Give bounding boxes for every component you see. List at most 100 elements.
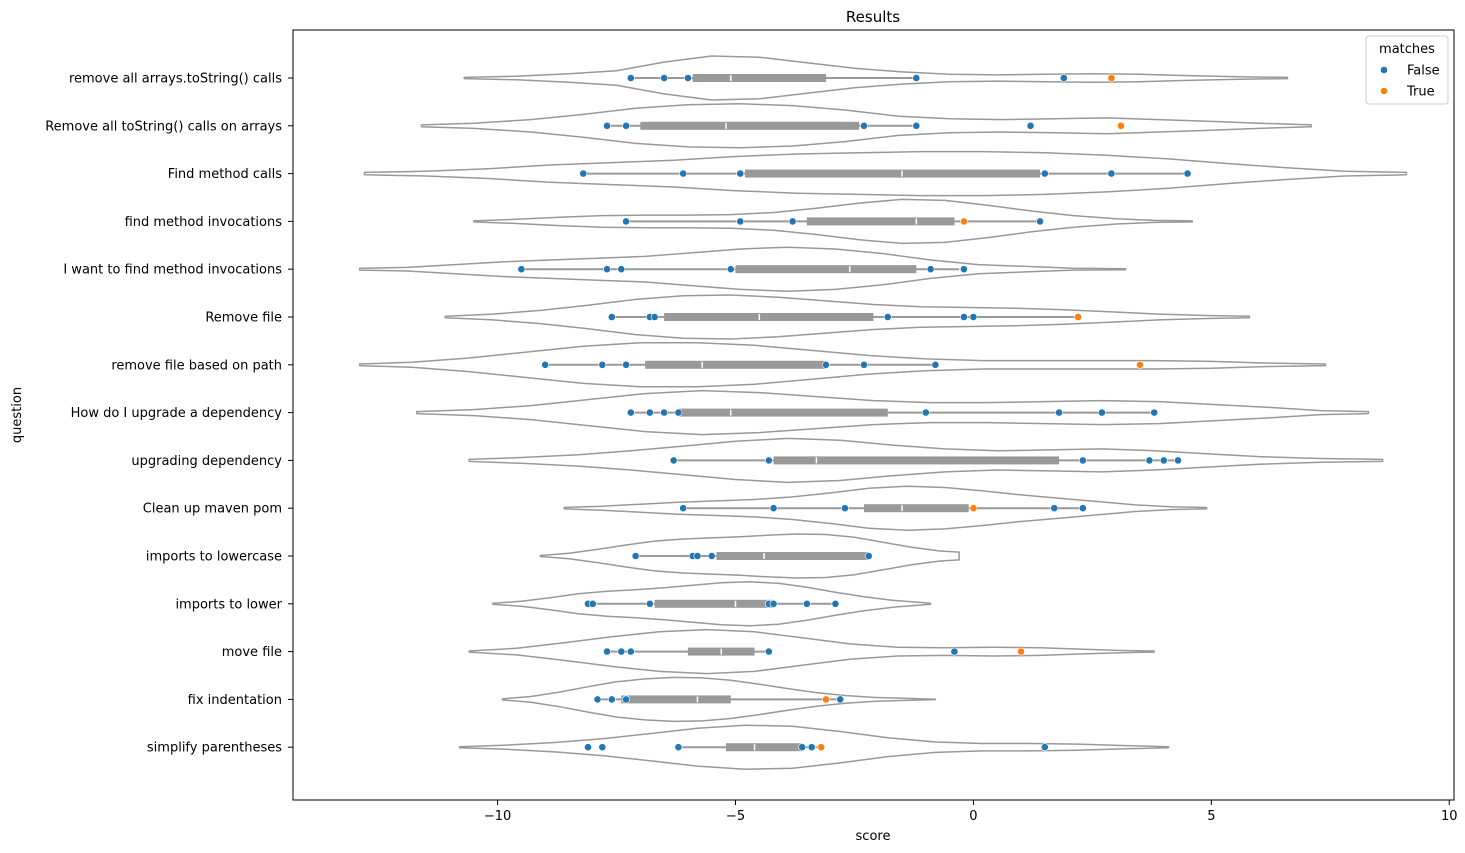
data-point xyxy=(726,265,735,274)
data-point xyxy=(603,265,611,274)
data-point xyxy=(1145,456,1154,465)
data-point xyxy=(864,552,873,560)
violin xyxy=(468,437,1384,484)
x-tick-label: 10 xyxy=(1441,809,1458,824)
data-point xyxy=(617,265,626,274)
data-point xyxy=(1074,313,1083,321)
data-point xyxy=(969,504,978,513)
x-axis: −10 −5 0 5 10 xyxy=(484,800,1458,824)
y-tick-label: imports to lowercase xyxy=(146,550,282,565)
chart-title: Results xyxy=(846,8,900,26)
data-point xyxy=(1136,360,1144,369)
data-point xyxy=(684,74,692,82)
violin xyxy=(463,55,1289,101)
data-point xyxy=(674,743,683,752)
iqr-box xyxy=(664,313,874,321)
data-point xyxy=(1059,74,1068,82)
data-point xyxy=(679,504,688,513)
data-point xyxy=(660,74,669,82)
data-point xyxy=(607,313,616,321)
data-point xyxy=(1040,169,1049,178)
data-point xyxy=(1040,743,1049,752)
data-point xyxy=(822,695,830,704)
data-point xyxy=(1078,456,1087,465)
legend-title: matches xyxy=(1379,42,1435,57)
iqr-box xyxy=(692,74,826,82)
data-point xyxy=(921,408,930,417)
x-tick-label: 0 xyxy=(969,809,977,824)
data-point xyxy=(622,360,630,369)
data-point xyxy=(598,743,607,752)
iqr-box xyxy=(654,599,774,608)
data-point xyxy=(650,313,659,321)
data-point xyxy=(603,647,611,656)
legend-marker xyxy=(1380,87,1388,95)
data-point xyxy=(622,695,630,704)
x-axis-label: score xyxy=(856,829,891,844)
violin xyxy=(363,150,1408,197)
data-point xyxy=(584,743,592,752)
data-point xyxy=(1078,504,1087,513)
violin xyxy=(358,246,1127,292)
y-tick-label: Clean up maven pom xyxy=(143,502,282,517)
data-point xyxy=(579,169,588,178)
iqr-box xyxy=(725,743,803,752)
data-point xyxy=(807,743,816,752)
data-point xyxy=(769,504,778,513)
data-point xyxy=(1150,408,1159,417)
y-tick-label: move file xyxy=(222,645,282,660)
iqr-box xyxy=(640,121,860,130)
data-point xyxy=(950,647,959,656)
y-tick-label: I want to find method invocations xyxy=(63,263,282,278)
violin xyxy=(420,103,1313,149)
y-tick-label: How do I upgrade a dependency xyxy=(71,406,283,421)
data-point xyxy=(912,121,921,130)
violin xyxy=(563,485,1208,531)
data-point xyxy=(1107,169,1116,178)
iqr-box xyxy=(678,408,888,417)
y-tick-label: fix indentation xyxy=(188,693,282,708)
violin xyxy=(458,724,1170,770)
y-tick-label: remove all arrays.toString() calls xyxy=(69,72,282,87)
data-point xyxy=(817,743,826,752)
iqr-box xyxy=(735,265,917,274)
y-tick-label: Remove file xyxy=(205,311,282,326)
violin-layer xyxy=(358,55,1408,770)
data-point xyxy=(1097,408,1106,417)
y-tick-label: Remove all toString() calls on arrays xyxy=(45,119,282,134)
data-point xyxy=(764,647,773,656)
data-point xyxy=(960,217,968,226)
x-tick-label: −10 xyxy=(484,809,511,824)
data-point xyxy=(679,169,688,178)
data-point xyxy=(517,265,526,274)
y-tick-label: find method invocations xyxy=(125,215,283,230)
iqr-box xyxy=(745,169,1041,178)
data-point xyxy=(1026,121,1035,130)
y-tick-label: remove file based on path xyxy=(111,358,282,373)
data-point xyxy=(836,695,845,704)
data-point xyxy=(617,647,626,656)
violin xyxy=(539,533,960,579)
violin xyxy=(444,294,1251,340)
data-point xyxy=(860,360,868,369)
data-point xyxy=(1036,217,1044,226)
data-point xyxy=(645,599,654,608)
data-point xyxy=(1055,408,1063,417)
violin xyxy=(468,628,1155,675)
data-point xyxy=(883,313,892,321)
data-point xyxy=(1174,456,1182,465)
data-point xyxy=(969,313,978,321)
y-tick-label: Find method calls xyxy=(168,167,282,182)
violin xyxy=(501,676,937,723)
data-point xyxy=(660,408,669,417)
data-point xyxy=(598,360,607,369)
data-point xyxy=(960,313,968,321)
iqr-box xyxy=(645,360,826,369)
data-point xyxy=(931,360,940,369)
data-point xyxy=(769,599,778,608)
data-point xyxy=(622,217,630,226)
points-layer xyxy=(517,74,1192,752)
box-layer xyxy=(521,74,1188,752)
data-point xyxy=(736,217,745,226)
legend-marker xyxy=(1380,66,1388,74)
